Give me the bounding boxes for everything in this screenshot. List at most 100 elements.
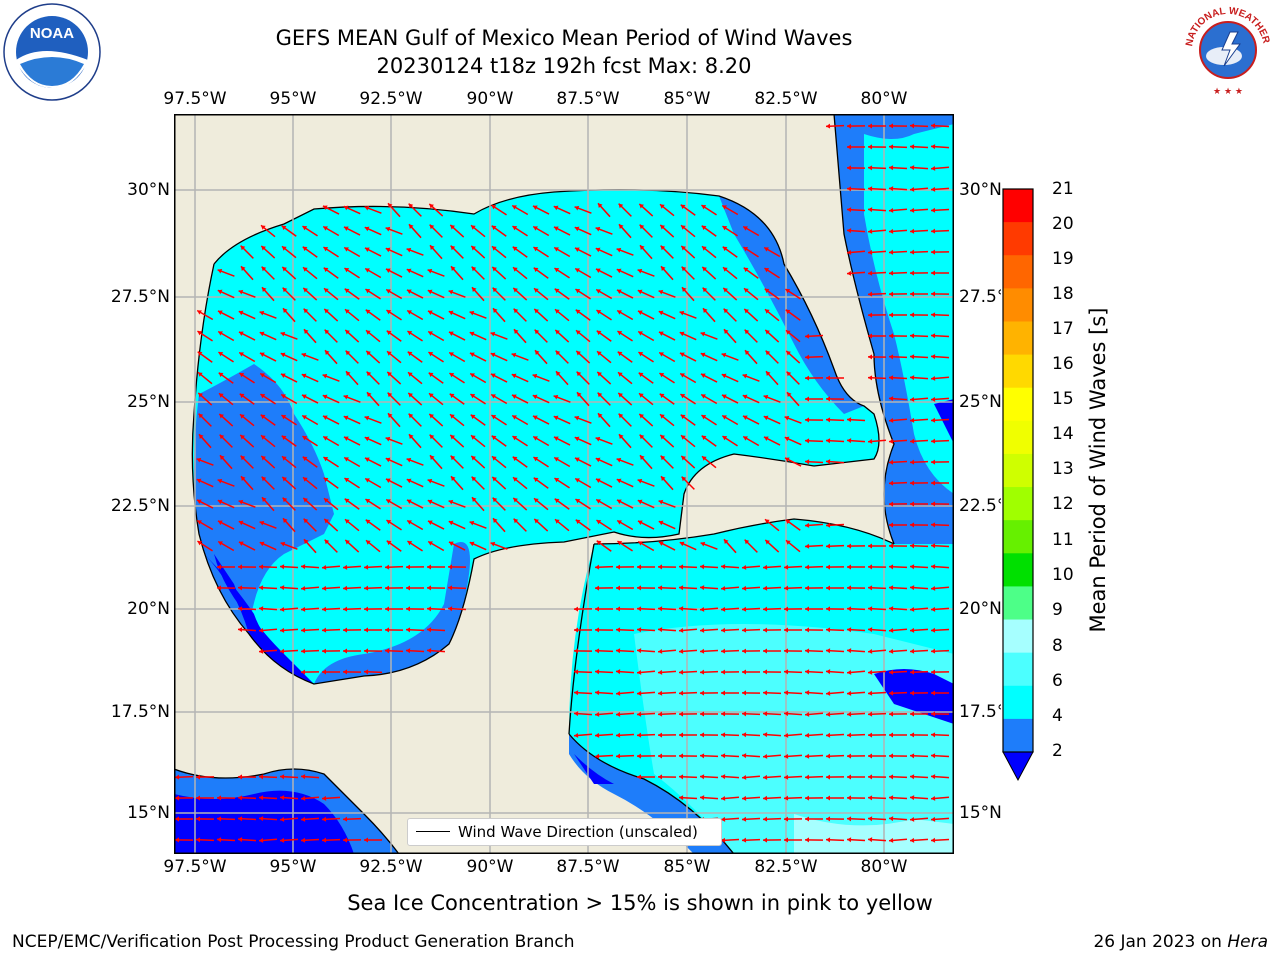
wind-wave-arrowhead (427, 268, 433, 274)
wind-wave-arrowhead (364, 585, 369, 591)
wind-wave-arrowhead (889, 270, 894, 276)
colorbar-segment (1003, 387, 1033, 422)
wind-wave-arrowhead (324, 350, 330, 355)
wind-wave-arrowhead (744, 539, 750, 545)
wind-wave-arrowhead (554, 498, 560, 504)
wind-wave-arrowhead (910, 186, 915, 192)
wind-wave-arrowhead (660, 224, 665, 230)
wind-wave-arrowhead (282, 476, 287, 482)
wind-wave-arrowhead (680, 373, 685, 378)
wind-wave-arrowhead (868, 627, 873, 633)
wind-wave-arrowhead (595, 732, 600, 738)
wind-wave-arrowhead (513, 308, 519, 314)
colorbar-segment (1003, 520, 1033, 554)
wind-wave-arrowhead (385, 247, 391, 253)
wind-wave-arrowhead (553, 394, 559, 400)
wind-wave-arrowhead (701, 435, 707, 441)
colorbar-tick: 9 (1052, 600, 1063, 620)
wind-wave-arrowhead (471, 476, 477, 482)
wind-wave-arrowhead (931, 312, 936, 318)
wind-wave-arrowhead (763, 690, 768, 696)
wind-wave-arrowhead (679, 732, 683, 738)
wind-wave-arrowhead (301, 774, 306, 780)
wind-wave-arrowhead (847, 648, 852, 654)
wind-wave-arrowhead (303, 267, 308, 272)
wind-wave-arrowhead (364, 564, 369, 570)
wind-wave-arrowhead (364, 205, 370, 211)
wind-wave-arrowhead (763, 669, 768, 675)
wind-wave-arrowhead (658, 732, 663, 738)
wind-wave-arrowhead (595, 564, 600, 570)
wind-wave-arrowhead (554, 247, 559, 252)
wind-wave-arrowhead (659, 373, 665, 378)
ocean-field (174, 114, 954, 854)
wind-wave-arrowhead (868, 732, 873, 738)
wind-wave-arrowhead (784, 585, 789, 591)
wind-wave-arrowhead (868, 585, 873, 591)
wind-wave-arrowhead (679, 648, 684, 654)
wind-wave-arrowhead (281, 415, 287, 420)
wind-wave-arrowhead (617, 541, 623, 546)
wind-wave-arrowhead (637, 690, 642, 696)
wind-wave-arrowhead (722, 246, 728, 252)
wind-wave-arrowhead (513, 267, 518, 272)
wind-wave-arrowhead (555, 519, 560, 524)
wind-wave-arrowhead (826, 123, 831, 129)
wind-wave-arrowhead (322, 669, 326, 675)
wind-wave-arrowhead (238, 331, 244, 336)
wind-wave-arrowhead (301, 627, 306, 633)
wind-wave-arrowhead (406, 457, 412, 463)
wind-wave-arrowhead (470, 414, 476, 420)
wind-wave-arrowhead (491, 435, 497, 441)
wind-wave-arrowhead (805, 816, 809, 822)
wind-wave-arrowhead (196, 795, 200, 801)
wind-wave-arrowhead (261, 435, 266, 440)
wind-wave-arrowhead (868, 375, 873, 381)
wind-wave-arrowhead (575, 499, 581, 504)
wind-wave-arrowhead (742, 690, 747, 696)
wind-wave-arrowhead (595, 606, 599, 612)
wind-wave-arrowhead (323, 267, 329, 273)
wind-wave-arrowhead (217, 520, 223, 525)
wind-wave-arrowhead (805, 795, 810, 801)
wind-wave-arrowhead (595, 753, 600, 759)
wind-wave-arrowhead (427, 289, 433, 295)
wind-wave-arrowhead (238, 289, 244, 295)
wind-wave-arrowhead (638, 541, 643, 546)
colorbar-tick: 14 (1052, 424, 1074, 444)
colorbar-segment (1003, 189, 1033, 223)
wind-wave-arrowhead (910, 753, 915, 759)
wind-wave-arrowhead (805, 774, 810, 780)
colorbar-segment (1003, 685, 1033, 720)
wind-wave-arrowhead (618, 203, 624, 209)
wind-wave-arrowhead (282, 497, 288, 503)
wind-wave-arrowhead (826, 417, 831, 423)
wind-wave-arrowhead (763, 564, 768, 570)
wind-wave-arrowhead (532, 415, 538, 420)
wind-wave-arrowhead (931, 438, 936, 444)
wind-wave-arrowhead (826, 438, 831, 444)
wind-wave-arrowhead (679, 795, 684, 801)
wind-wave-arrowhead (574, 436, 580, 442)
colorbar-segment (1003, 255, 1033, 289)
wind-wave-arrowhead (910, 354, 915, 360)
wind-wave-arrowhead (889, 627, 894, 633)
wind-wave-arrowhead (721, 711, 726, 717)
wind-wave-arrowhead (658, 648, 663, 654)
wind-wave-arrowhead (406, 289, 412, 294)
wind-wave-arrowhead (322, 585, 327, 591)
wind-wave-arrowhead (889, 711, 894, 717)
wind-wave-arrowhead (345, 309, 350, 314)
wind-wave-arrowhead (217, 564, 221, 570)
wind-wave-arrowhead (406, 564, 411, 570)
wind-wave-arrowhead (681, 266, 687, 272)
wind-wave-arrowhead (637, 289, 643, 295)
wind-wave-arrowhead (512, 246, 518, 252)
wind-wave-arrowhead (344, 498, 350, 504)
wind-wave-arrowhead (492, 308, 498, 313)
wind-wave-arrowhead (826, 774, 831, 780)
wind-wave-arrowhead (889, 249, 894, 255)
wind-wave-arrowhead (533, 247, 539, 252)
wind-wave-arrowhead (302, 456, 308, 462)
wind-wave-arrowhead (763, 753, 768, 759)
